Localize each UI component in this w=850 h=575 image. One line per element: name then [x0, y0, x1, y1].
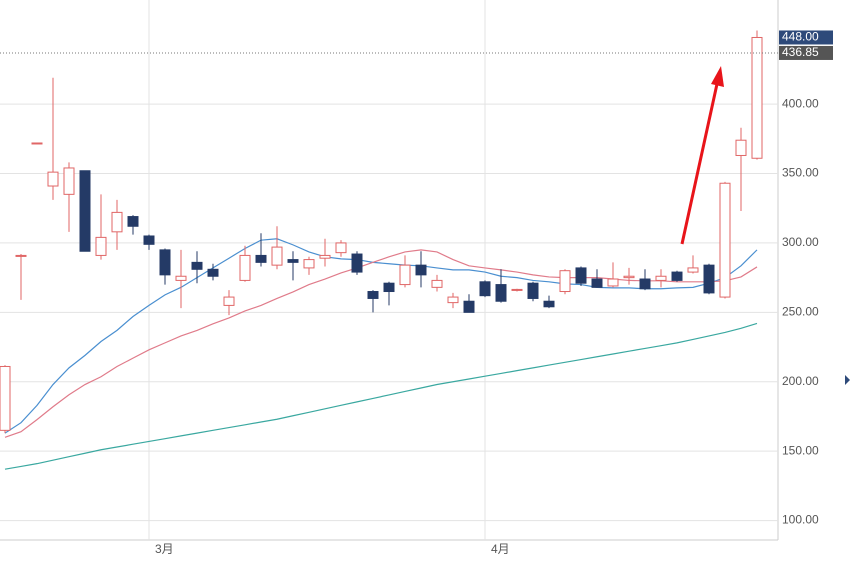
candle-body [575, 267, 587, 284]
y-tick-label: 200.00 [782, 374, 819, 388]
candle-body [207, 268, 219, 277]
price-label-box [779, 30, 833, 45]
candle-body [47, 171, 59, 187]
candle-body [687, 267, 699, 273]
candle-body [239, 254, 251, 281]
candle-body [143, 235, 155, 245]
candle-body [735, 139, 747, 156]
candle-body [703, 264, 715, 294]
candle-body [559, 270, 571, 293]
price-label: 448.00 [782, 30, 819, 44]
candle-body [527, 282, 539, 299]
candle-body [95, 236, 107, 256]
candle-body [511, 288, 523, 291]
candle-body [399, 264, 411, 286]
candle-body [271, 246, 283, 266]
candle-body [751, 36, 763, 159]
candle-body [303, 259, 315, 269]
candle-body [367, 291, 379, 299]
candle-body [15, 254, 27, 257]
candle-body [671, 271, 683, 281]
candle-body [463, 300, 475, 313]
x-tick-label: 3月 [155, 542, 174, 556]
candle-body [719, 182, 731, 298]
y-tick-label: 150.00 [782, 443, 819, 457]
moving-average-line [4, 238, 758, 434]
candle-body [127, 216, 139, 227]
candle-body [287, 259, 299, 263]
candle-body [607, 278, 619, 287]
candle-body [175, 275, 187, 281]
candle-body [655, 275, 667, 281]
y-tick-label: 300.00 [782, 235, 819, 249]
candle-body [79, 170, 91, 252]
candle-body [639, 278, 651, 290]
candle-body [479, 281, 491, 297]
candle-body [415, 264, 427, 276]
candle-body [623, 275, 635, 279]
candle-body [63, 167, 75, 195]
candle-body [335, 242, 347, 254]
y-tick-label: 250.00 [782, 305, 819, 319]
candle-body [319, 254, 331, 259]
x-tick-label: 4月 [491, 542, 510, 556]
candle-body [383, 282, 395, 293]
y-tick-label: 100.00 [782, 513, 819, 527]
candle-body [223, 296, 235, 306]
y-tick-label: 400.00 [782, 96, 819, 110]
candle-body [255, 254, 267, 263]
candle-body [431, 279, 443, 288]
candle-body [0, 365, 11, 431]
candle-body [159, 249, 171, 276]
candle-body [543, 300, 555, 308]
candle-body [495, 284, 507, 302]
moving-average-line [4, 322, 758, 470]
price-label-box [779, 45, 833, 60]
candle-body [111, 211, 123, 233]
candle-body [447, 296, 459, 304]
candle-body [31, 142, 43, 145]
candle-body [191, 261, 203, 270]
y-tick-label: 350.00 [782, 166, 819, 180]
arrow-annotation [680, 66, 724, 245]
scroll-handle[interactable] [845, 375, 850, 385]
price-label: 436.85 [782, 45, 819, 59]
candle-body [351, 253, 363, 273]
candle-body [591, 278, 603, 288]
moving-average-line [4, 249, 758, 438]
